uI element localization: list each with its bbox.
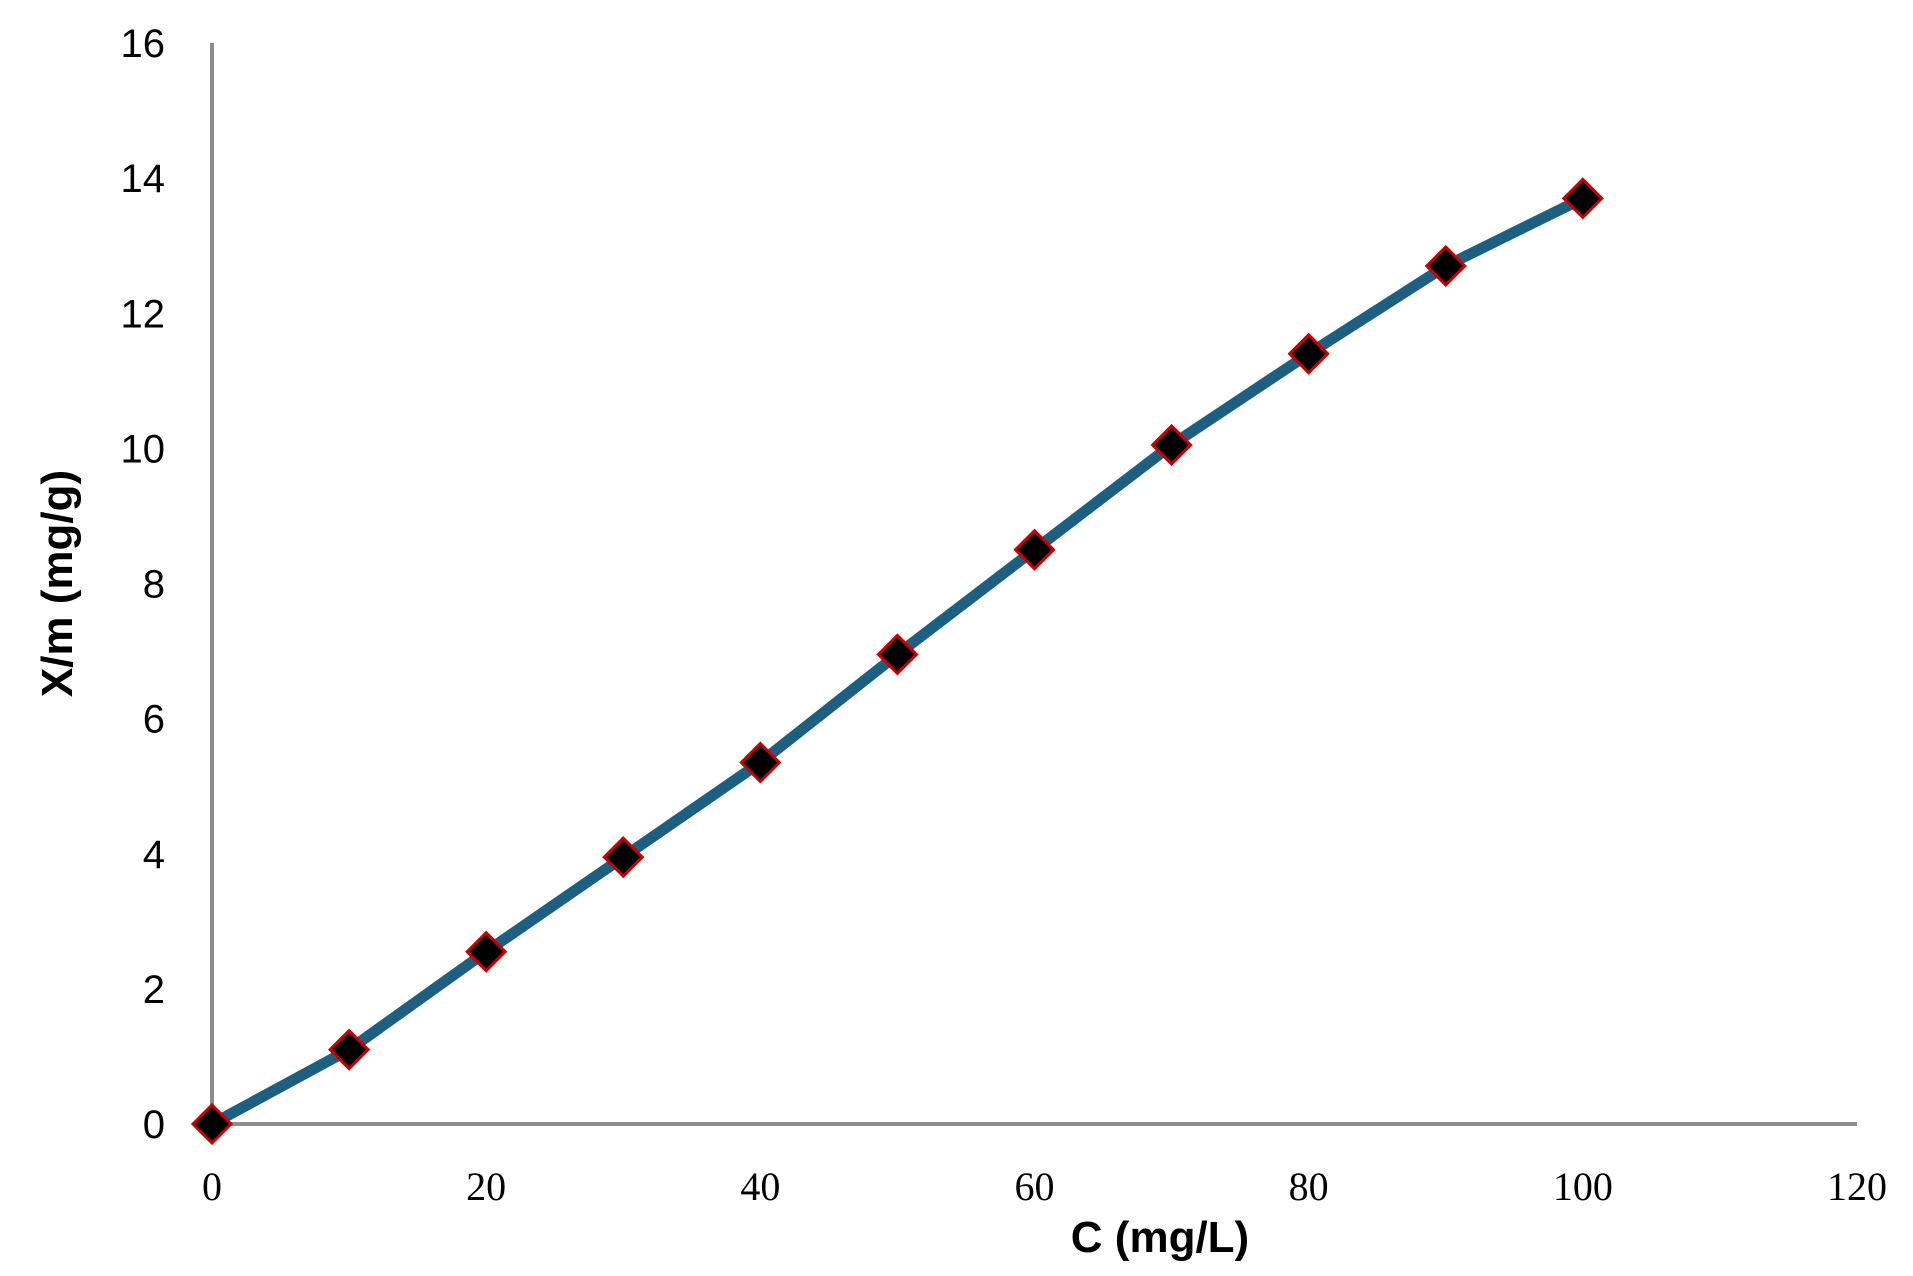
y-tick-label: 0 xyxy=(143,1103,165,1147)
data-point xyxy=(190,1102,234,1146)
y-tick-label: 16 xyxy=(121,22,166,66)
series-group xyxy=(190,177,1604,1146)
y-tick-labels: 0 2 4 6 8 10 12 14 16 xyxy=(121,22,166,1147)
axes xyxy=(210,43,1857,1126)
data-point xyxy=(465,930,508,973)
y-tick-label: 6 xyxy=(143,698,165,742)
y-tick-label: 8 xyxy=(143,563,165,607)
y-tick-label: 12 xyxy=(121,292,166,336)
data-point xyxy=(739,741,782,784)
data-point xyxy=(1150,423,1193,467)
y-tick-label: 10 xyxy=(121,427,166,471)
y-tick-label: 4 xyxy=(143,833,165,877)
y-tick-label: 14 xyxy=(121,157,166,201)
x-axis-label: C (mg/L) xyxy=(1071,1213,1249,1262)
data-point xyxy=(1013,528,1056,571)
data-point xyxy=(1424,244,1467,288)
x-tick-label: 100 xyxy=(1553,1164,1613,1209)
x-tick-label: 60 xyxy=(1015,1164,1055,1209)
y-tick-label: 2 xyxy=(143,968,165,1012)
data-point xyxy=(602,836,645,879)
data-point xyxy=(327,1028,371,1071)
x-tick-label: 0 xyxy=(202,1164,222,1209)
x-tick-label: 120 xyxy=(1827,1164,1887,1209)
x-tick-label: 20 xyxy=(466,1164,506,1209)
x-tick-label: 80 xyxy=(1289,1164,1329,1209)
data-point xyxy=(1561,177,1604,220)
x-tick-label: 40 xyxy=(740,1164,780,1209)
data-point xyxy=(1287,332,1330,375)
y-axis-label: X/m (mg/g) xyxy=(33,470,82,697)
x-tick-labels: 0 20 40 60 80 100 120 xyxy=(202,1164,1887,1209)
data-point xyxy=(876,633,919,676)
